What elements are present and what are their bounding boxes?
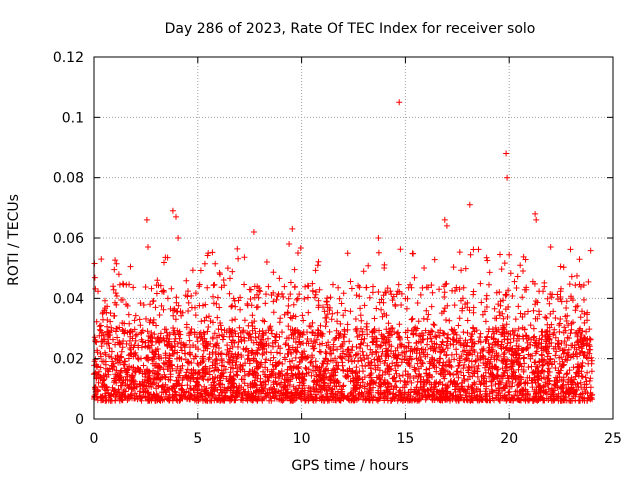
x-tick-labels: 0 5 10 15 20 25 bbox=[90, 431, 622, 447]
x-tick-label: 0 bbox=[90, 431, 99, 447]
y-tick-label: 0.04 bbox=[53, 291, 84, 307]
x-tick-label: 20 bbox=[500, 431, 518, 447]
chart-title: Day 286 of 2023, Rate Of TEC Index for r… bbox=[165, 21, 536, 37]
y-tick-label: 0.08 bbox=[53, 171, 84, 187]
grid-lines bbox=[94, 57, 613, 419]
x-axis-label: GPS time / hours bbox=[291, 458, 408, 474]
axis-ticks bbox=[93, 56, 614, 420]
y-tick-label: 0.1 bbox=[62, 110, 84, 126]
y-tick-label: 0.02 bbox=[53, 352, 84, 368]
x-tick-label: 15 bbox=[396, 431, 414, 447]
y-tick-label: 0.12 bbox=[53, 50, 84, 66]
roti-series-markers bbox=[91, 99, 596, 404]
x-tick-label: 5 bbox=[193, 431, 202, 447]
y-tick-label: 0.06 bbox=[53, 231, 84, 247]
data-points bbox=[91, 99, 596, 404]
x-tick-label: 25 bbox=[604, 431, 622, 447]
y-tick-label: 0 bbox=[75, 412, 84, 428]
y-tick-labels: 0 0.02 0.04 0.06 0.08 0.1 0.12 bbox=[53, 50, 84, 428]
x-tick-label: 10 bbox=[293, 431, 311, 447]
y-axis-label: ROTI / TECUs bbox=[6, 194, 22, 286]
